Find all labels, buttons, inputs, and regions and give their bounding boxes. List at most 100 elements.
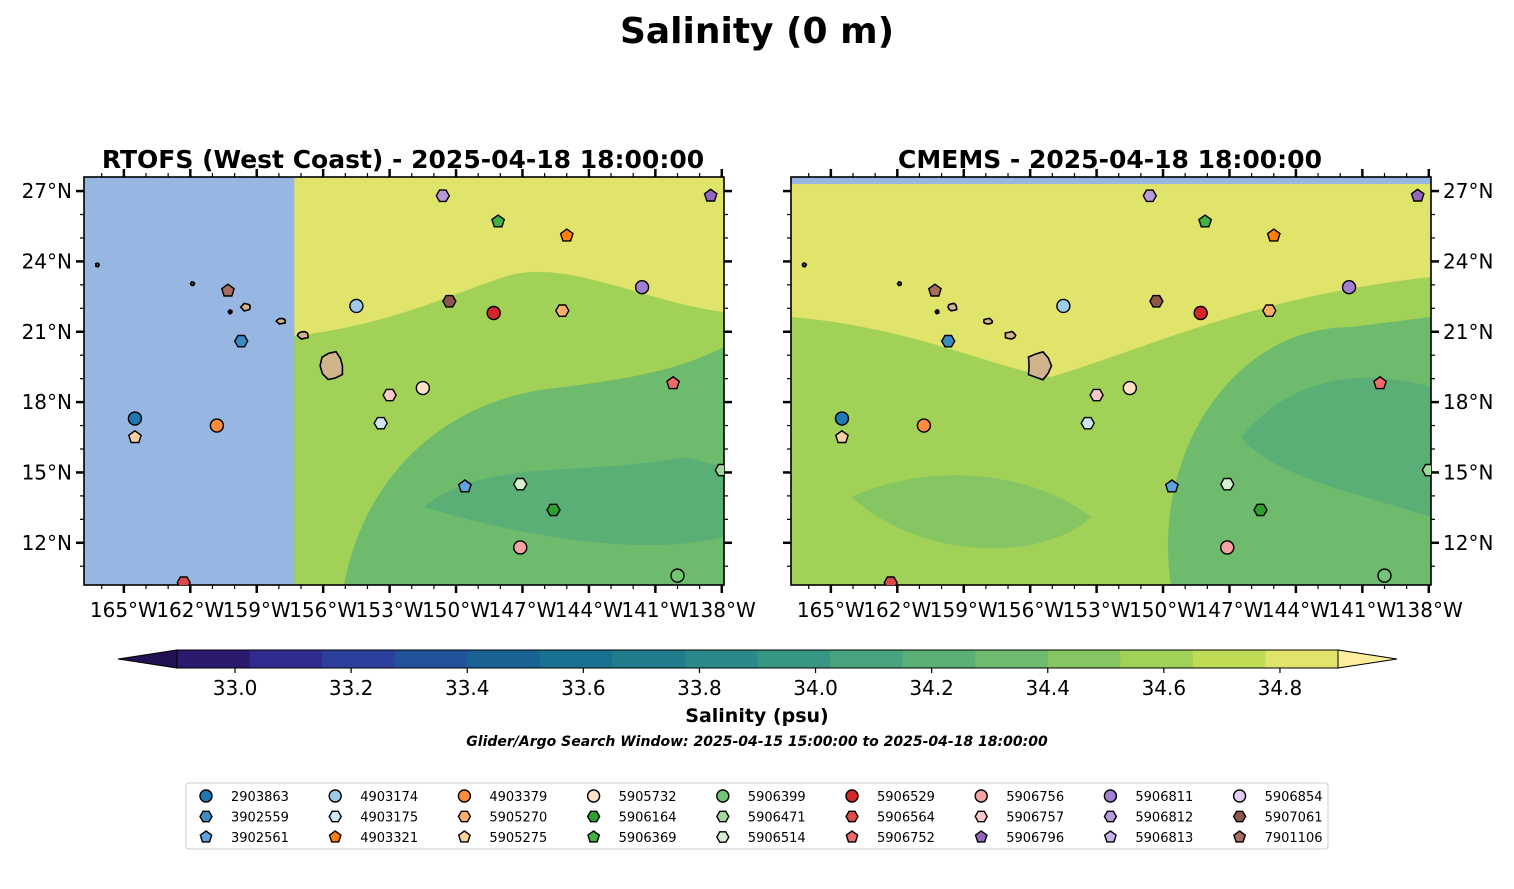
map-frame — [790, 176, 1432, 586]
legend-item: 5906813 — [1103, 830, 1193, 846]
legend-item: 3902559 — [199, 811, 289, 826]
lat-tick-label: 21°N — [1443, 320, 1493, 344]
float-marker — [927, 283, 942, 297]
legend-label: 5906399 — [748, 790, 806, 805]
float-marker — [1253, 503, 1268, 517]
field-band-core — [1241, 377, 1431, 517]
lon-tick-label: 147°W — [489, 598, 557, 622]
legend-item: 5906854 — [1232, 789, 1323, 805]
lat-tick-label: 24°N — [22, 249, 72, 273]
lon-tick-label: 141°W — [1328, 598, 1396, 622]
legend-item: 5906564 — [845, 811, 935, 826]
float-marker — [1142, 189, 1158, 203]
lon-tick-label: 138°W — [1395, 598, 1463, 622]
legend-label: 5906752 — [877, 831, 935, 846]
legend-item: 5905270 — [457, 810, 547, 826]
legend-item: 4903379 — [457, 789, 547, 805]
legend-marker — [974, 810, 989, 823]
legend-item: 5905275 — [457, 830, 547, 846]
islands — [94, 262, 344, 381]
colorbar-segment — [975, 650, 1049, 668]
island — [296, 330, 309, 340]
lat-tick-label: 15°N — [1443, 460, 1493, 484]
legend-item: 5906811 — [1103, 789, 1193, 805]
legend-label: 3902559 — [231, 811, 289, 826]
lat-tick-label: 27°N — [1443, 179, 1493, 203]
float-marker — [486, 305, 501, 321]
colorbar-segment — [467, 650, 541, 668]
colorbar-segment — [757, 650, 831, 668]
legend-marker — [328, 789, 342, 803]
lon-tick-label: 156°W — [996, 598, 1064, 622]
legend-label: 5906369 — [619, 831, 677, 846]
legend-marker — [457, 830, 471, 843]
colorbar-tick-label: 33.6 — [561, 676, 606, 700]
lon-tick-label: 162°W — [863, 598, 931, 622]
colorbar-label: Salinity (psu) — [685, 705, 828, 727]
colorbar-tick-label: 34.4 — [1025, 676, 1070, 700]
panel-cmems: CMEMS - 2025-04-18 18:00:00 165°W162°W15… — [783, 145, 1493, 622]
float-marker — [834, 429, 849, 444]
float-markers — [834, 188, 1431, 585]
lon-tick-label: 153°W — [1063, 598, 1131, 622]
legend-frame — [185, 782, 1329, 850]
map-frame — [83, 176, 725, 586]
legend-label: 5906796 — [1006, 831, 1064, 846]
float-marker — [127, 429, 142, 444]
float-marker — [176, 576, 192, 585]
float-marker — [415, 380, 431, 396]
legend-label: 3902561 — [231, 831, 289, 846]
colorbar-segment — [1120, 650, 1194, 668]
legend-item: 5906812 — [1103, 810, 1193, 826]
colorbar-tick-label: 34.8 — [1258, 676, 1303, 700]
legend-label: 4903321 — [360, 831, 418, 846]
legend-marker — [716, 789, 730, 803]
colorbar-tick-label: 34.2 — [909, 676, 954, 700]
legend-item: 4903175 — [328, 811, 418, 826]
legend-marker — [587, 830, 601, 843]
lon-tick-label: 147°W — [1196, 598, 1264, 622]
field-eddy — [851, 475, 1091, 549]
salinity-map: 165°W162°W159°W156°W153°W150°W147°W144°W… — [783, 169, 1493, 622]
lon-tick-label: 165°W — [797, 598, 865, 622]
legend-marker — [586, 789, 601, 803]
legend-marker — [1103, 810, 1118, 823]
float-marker — [512, 477, 528, 491]
legend-marker — [1232, 789, 1247, 803]
lat-tick-label: 27°N — [22, 179, 72, 203]
colorbar-frame — [176, 649, 1339, 669]
colorbar-segment — [394, 650, 468, 668]
lat-tick-label: 18°N — [22, 390, 72, 414]
legend-marker — [457, 810, 472, 823]
float-marker — [1266, 228, 1281, 242]
legend-item: 7901106 — [1233, 830, 1323, 846]
legend-label: 5906164 — [619, 811, 677, 826]
legend-item: 5906756 — [974, 789, 1064, 805]
colorbar-tick-label: 33.0 — [213, 676, 258, 700]
colorbar-tick-label: 34.6 — [1142, 676, 1187, 700]
no-data-mask — [84, 177, 295, 585]
float-marker — [220, 283, 235, 297]
legend-label: 5906564 — [877, 811, 935, 826]
legend-item: 4903174 — [328, 789, 418, 805]
legend-label: 5906811 — [1135, 790, 1193, 805]
float-markers — [127, 188, 724, 585]
lat-tick-label: 18°N — [1443, 390, 1493, 414]
panel-rtofs: RTOFS (West Coast) - 2025-04-18 18:00:00… — [22, 145, 756, 622]
float-marker — [373, 416, 389, 430]
legend-item: 5906757 — [974, 810, 1064, 826]
islands — [801, 262, 1053, 381]
lat-tick-label: 21°N — [22, 320, 72, 344]
float-marker — [349, 298, 364, 314]
island — [934, 309, 940, 315]
colorbar-segment — [684, 650, 759, 668]
legend-item: 5906471 — [715, 811, 806, 826]
float-marker — [382, 388, 397, 402]
colorbar-segment — [539, 650, 613, 668]
legend-item: 5905732 — [586, 789, 677, 805]
float-marker — [1341, 280, 1357, 295]
legend-item: 5906399 — [716, 789, 806, 805]
lon-tick-label: 138°W — [688, 598, 756, 622]
legend-marker — [199, 789, 213, 803]
colorbar-segment — [1047, 650, 1121, 668]
